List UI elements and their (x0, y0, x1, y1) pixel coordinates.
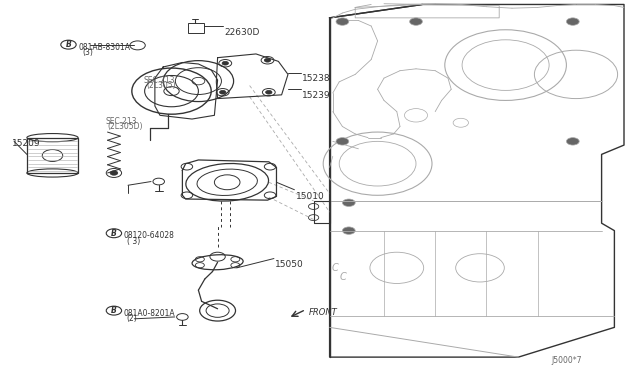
Text: (3): (3) (82, 48, 93, 57)
Circle shape (220, 90, 226, 94)
Text: 15010: 15010 (296, 192, 324, 201)
Text: 15238: 15238 (302, 74, 331, 83)
Circle shape (222, 61, 228, 65)
Text: 15239: 15239 (302, 91, 331, 100)
Circle shape (410, 18, 422, 25)
Text: C: C (332, 263, 339, 273)
Text: 08120-64028: 08120-64028 (124, 231, 174, 240)
Bar (27, 138, 78, 173)
Text: 081A0-8201A: 081A0-8201A (124, 309, 175, 318)
Text: FRONT: FRONT (308, 308, 337, 317)
Bar (188, 23, 204, 33)
Text: (2L305): (2L305) (146, 81, 175, 90)
Text: B: B (111, 306, 117, 315)
Text: (2L305D): (2L305D) (108, 122, 143, 131)
Circle shape (264, 58, 271, 62)
Text: 081AB-8301A: 081AB-8301A (78, 43, 130, 52)
Text: B: B (65, 40, 72, 49)
Text: 15209: 15209 (12, 140, 40, 148)
Circle shape (566, 18, 579, 25)
Text: ( 3): ( 3) (127, 237, 140, 246)
Text: J5000*7: J5000*7 (552, 356, 582, 365)
Circle shape (336, 18, 349, 25)
Text: SEC.213: SEC.213 (144, 76, 175, 85)
Circle shape (266, 90, 272, 94)
Circle shape (336, 138, 349, 145)
Circle shape (566, 138, 579, 145)
Circle shape (342, 227, 355, 234)
Text: SEC.213: SEC.213 (106, 117, 137, 126)
Text: 22630D: 22630D (224, 28, 259, 37)
Text: B: B (111, 229, 117, 238)
Circle shape (110, 171, 118, 175)
Text: (2): (2) (127, 314, 138, 323)
Text: C: C (339, 272, 346, 282)
Text: 15050: 15050 (275, 260, 304, 269)
Circle shape (342, 199, 355, 206)
